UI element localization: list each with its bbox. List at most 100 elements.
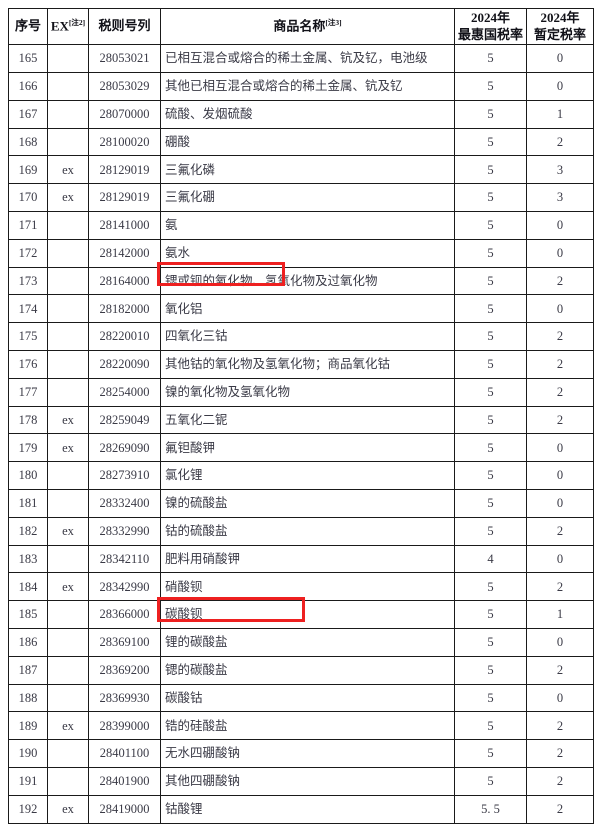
table-row: 168 28100020 硼酸 5 2: [8, 127, 594, 157]
cell-mfn-rate: 5: [454, 183, 527, 213]
cell-seq: 185: [8, 600, 48, 629]
cell-mfn-rate: 5: [454, 433, 527, 463]
cell-provisional-rate: 2: [526, 739, 594, 768]
cell-ex: [47, 766, 89, 796]
cell-ex: ex: [47, 794, 89, 824]
cell-provisional-rate: 2: [526, 655, 594, 685]
cell-tariff-code: 28366000: [88, 600, 161, 629]
column-header-provisional-label: 暂定税率: [533, 26, 586, 42]
column-header-code: 税则号列: [88, 7, 161, 46]
cell-provisional-rate: 0: [526, 433, 594, 463]
column-header-ex-note: [注2]: [68, 17, 86, 27]
cell-product-name: 锂的碳酸盐: [160, 627, 455, 657]
cell-seq: 179: [8, 433, 48, 463]
table-row: 177 28254000 镍的氧化物及氢氧化物 5 2: [8, 377, 594, 407]
cell-tariff-code: 28100020: [88, 127, 161, 157]
cell-provisional-rate: 0: [526, 294, 594, 324]
column-header-provisional: 2024年 暂定税率: [526, 7, 594, 46]
cell-mfn-rate: 5: [454, 294, 527, 324]
table-row: 179 ex 28269090 氟钽酸钾 5 0: [8, 433, 594, 463]
cell-product-name: 钴的硫酸盐: [160, 516, 455, 546]
cell-tariff-code: 28053021: [88, 44, 161, 74]
table-row: 182 ex 28332990 钴的硫酸盐 5 2: [8, 516, 594, 546]
cell-tariff-code: 28070000: [88, 99, 161, 129]
table-row: 178 ex 28259049 五氧化二铌 5 2: [8, 405, 594, 435]
cell-ex: [47, 627, 89, 657]
cell-provisional-rate: 2: [526, 350, 594, 379]
cell-mfn-rate: 5: [454, 238, 527, 268]
cell-provisional-rate: 2: [526, 794, 594, 824]
table-row: 186 28369100 锂的碳酸盐 5 0: [8, 627, 594, 657]
table-row: 191 28401900 其他四硼酸钠 5 2: [8, 766, 594, 796]
table-row: 184 ex 28342990 硝酸钡 5 2: [8, 572, 594, 602]
cell-tariff-code: 28129019: [88, 183, 161, 213]
cell-mfn-rate: 5: [454, 127, 527, 157]
cell-tariff-code: 28141000: [88, 211, 161, 240]
table-row: 167 28070000 硫酸、发烟硫酸 5 1: [8, 99, 594, 129]
cell-ex: [47, 544, 89, 574]
cell-provisional-rate: 2: [526, 572, 594, 602]
cell-tariff-code: 28419000: [88, 794, 161, 824]
cell-tariff-code: 28129019: [88, 155, 161, 185]
cell-seq: 178: [8, 405, 48, 435]
cell-seq: 190: [8, 739, 48, 768]
cell-tariff-code: 28259049: [88, 405, 161, 435]
cell-ex: ex: [47, 516, 89, 546]
table-header: 序号 EX[注2] 税则号列 商品名称[注3] 2024年 最惠国税率 2024…: [8, 7, 594, 46]
cell-ex: ex: [47, 155, 89, 185]
cell-seq: 177: [8, 377, 48, 407]
table-row: 190 28401100 无水四硼酸钠 5 2: [8, 739, 594, 768]
cell-product-name: 氧化铝: [160, 294, 455, 324]
cell-provisional-rate: 2: [526, 377, 594, 407]
cell-seq: 186: [8, 627, 48, 657]
cell-product-name: 锶或钡的氧化物、氢氧化物及过氧化物: [160, 266, 455, 296]
cell-ex: [47, 350, 89, 379]
cell-mfn-rate: 5: [454, 627, 527, 657]
cell-seq: 166: [8, 72, 48, 101]
cell-ex: [47, 294, 89, 324]
column-header-name: 商品名称[注3]: [160, 7, 455, 46]
cell-seq: 165: [8, 44, 48, 74]
column-header-name-note: [注3]: [325, 17, 342, 27]
cell-seq: 187: [8, 655, 48, 685]
cell-ex: [47, 99, 89, 129]
cell-ex: [47, 377, 89, 407]
header-row: 序号 EX[注2] 税则号列 商品名称[注3] 2024年 最惠国税率 2024…: [8, 7, 594, 46]
table-row: 173 28164000 锶或钡的氧化物、氢氧化物及过氧化物 5 2: [8, 266, 594, 296]
cell-ex: ex: [47, 433, 89, 463]
cell-seq: 192: [8, 794, 48, 824]
cell-ex: ex: [47, 711, 89, 741]
cell-provisional-rate: 2: [526, 516, 594, 546]
cell-ex: [47, 322, 89, 352]
cell-seq: 184: [8, 572, 48, 602]
table-row: 183 28342110 肥料用硝酸钾 4 0: [8, 544, 594, 574]
table-row: 171 28141000 氨 5 0: [8, 211, 594, 240]
cell-seq: 189: [8, 711, 48, 741]
cell-ex: [47, 266, 89, 296]
cell-tariff-code: 28332400: [88, 489, 161, 518]
cell-product-name: 硼酸: [160, 127, 455, 157]
cell-mfn-rate: 5: [454, 655, 527, 685]
cell-seq: 169: [8, 155, 48, 185]
table-row: 176 28220090 其他钴的氧化物及氢氧化物；商品氧化钴 5 2: [8, 350, 594, 379]
cell-tariff-code: 28182000: [88, 294, 161, 324]
table-row: 180 28273910 氯化锂 5 0: [8, 461, 594, 490]
table-row: 185 28366000 碳酸钡 5 1: [8, 600, 594, 629]
cell-product-name: 碳酸钡: [160, 600, 455, 629]
cell-seq: 174: [8, 294, 48, 324]
cell-ex: ex: [47, 572, 89, 602]
cell-seq: 170: [8, 183, 48, 213]
cell-tariff-code: 28401900: [88, 766, 161, 796]
table-row: 175 28220010 四氧化三钴 5 2: [8, 322, 594, 352]
cell-seq: 175: [8, 322, 48, 352]
cell-provisional-rate: 2: [526, 766, 594, 796]
cell-product-name: 氨: [160, 211, 455, 240]
cell-seq: 167: [8, 99, 48, 129]
cell-ex: [47, 238, 89, 268]
cell-tariff-code: 28220010: [88, 322, 161, 352]
cell-product-name: 已相互混合或熔合的稀土金属、钪及钇，电池级: [160, 44, 455, 74]
cell-provisional-rate: 2: [526, 322, 594, 352]
table-row: 172 28142000 氨水 5 0: [8, 238, 594, 268]
table-row: 187 28369200 锶的碳酸盐 5 2: [8, 655, 594, 685]
